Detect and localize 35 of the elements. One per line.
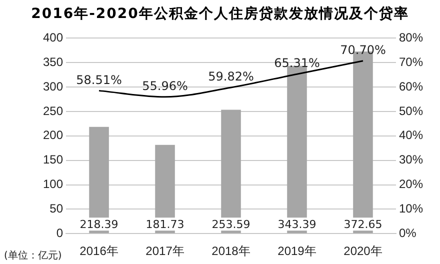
x-tick-label: 2017年 xyxy=(146,244,184,258)
y-tick-label: 300 xyxy=(42,79,64,94)
text: (单位：亿元) xyxy=(4,250,62,262)
y-tick-label: 350 xyxy=(42,54,64,69)
data-label: 343.39 xyxy=(278,218,316,231)
y2-tick-label: 0% xyxy=(398,226,417,240)
y2-tick-label: 20% xyxy=(398,177,424,192)
x-tick-label: 2018年 xyxy=(212,244,250,258)
y2-tick-label: 30% xyxy=(398,152,424,167)
data-label: 218.39 xyxy=(80,218,118,231)
y2-tick-label: 50% xyxy=(398,104,424,118)
x-tick-label: 2016年 xyxy=(80,244,118,258)
y-tick-label: 100 xyxy=(42,177,64,192)
data-label: 55.96% xyxy=(142,79,188,94)
y2-tick-label: 80% xyxy=(398,30,424,45)
y-tick-label: 150 xyxy=(42,152,64,167)
data-label: 59.82% xyxy=(208,70,254,84)
y-tick-label: 200 xyxy=(42,128,64,142)
data-label: 70.70% xyxy=(340,43,386,58)
y2-tick-label: 40% xyxy=(398,128,424,142)
chart-title: 2016年-2020年公积金个人住房贷款发放情况及个贷率 xyxy=(30,5,410,23)
y2-tick-label: 70% xyxy=(398,54,424,69)
x-tick-label: 2020年 xyxy=(344,244,382,258)
y-tick-label: 400 xyxy=(42,30,64,45)
y-tick-label: 250 xyxy=(42,104,64,118)
data-label: 181.73 xyxy=(146,218,184,231)
data-label: 65.31% xyxy=(274,56,320,70)
y-tick-label: 0 xyxy=(56,226,64,240)
data-label: 253.59 xyxy=(212,218,250,231)
x-tick-label: 2019年 xyxy=(278,244,316,258)
data-label: 58.51% xyxy=(76,72,122,87)
data-label: 372.65 xyxy=(344,218,382,231)
y2-tick-label: 10% xyxy=(398,201,424,216)
y2-tick-label: 60% xyxy=(398,79,424,94)
y-tick-label: 50 xyxy=(50,201,64,216)
